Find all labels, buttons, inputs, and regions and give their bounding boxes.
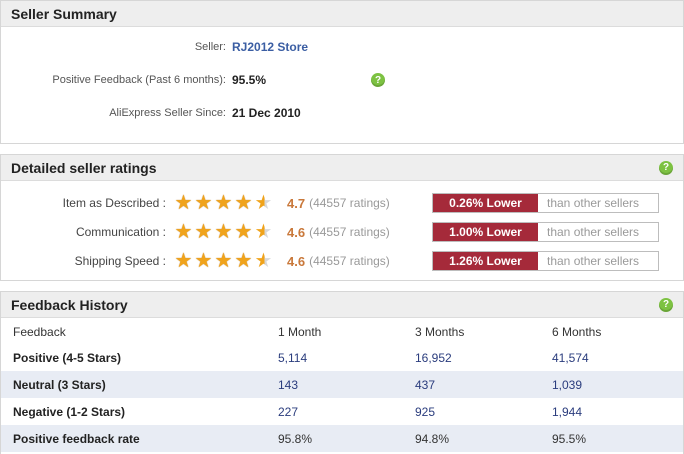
rating-row: Shipping Speed : ★ ★ ★ ★ ★ 4.6 (44557 ratings) 1… [1, 250, 683, 272]
column-header: 6 Months [552, 325, 602, 339]
table-cell[interactable]: 41,574 [552, 350, 589, 365]
column-header: 3 Months [415, 325, 465, 339]
star-icon: ★ [234, 220, 253, 243]
table-row: Negative (1-2 Stars) 227 925 1,944 [1, 398, 683, 425]
comparison-badge: 1.26% Lower [433, 252, 538, 270]
table-header-row: Feedback 1 Month 3 Months 6 Months [1, 320, 683, 344]
rating-label: Shipping Speed : [74, 254, 166, 268]
table-cell[interactable]: 143 [278, 377, 299, 392]
comparison-box: 1.00% Lower than other sellers [432, 222, 659, 242]
table-cell[interactable]: 16,952 [415, 350, 452, 365]
star-icon: ★ [194, 220, 213, 243]
seller-ratings-header: Detailed seller ratings ? [1, 155, 683, 181]
table-cell[interactable]: 5,114 [278, 350, 308, 365]
comparison-box: 1.26% Lower than other sellers [432, 251, 659, 271]
feedback-history-header: Feedback History ? [1, 292, 683, 318]
star-icon: ★ [254, 249, 273, 272]
help-icon[interactable]: ? [659, 297, 673, 312]
positive-feedback-row: Positive Feedback (Past 6 months): 95.5%… [1, 70, 683, 90]
feedback-history-panel: Feedback History ? Feedback 1 Month 3 Mo… [0, 291, 684, 454]
star-icon: ★ [174, 249, 193, 272]
comparison-text: than other sellers [547, 254, 640, 268]
comparison-text: than other sellers [547, 225, 640, 239]
rating-row: Item as Described : ★ ★ ★ ★ ★ 4.7 (44557 rating… [1, 192, 683, 214]
column-header: 1 Month [278, 325, 322, 339]
seller-since-value: 21 Dec 2010 [232, 106, 301, 120]
table-cell[interactable]: 925 [415, 404, 436, 419]
star-icon: ★ [234, 249, 253, 272]
star-icon: ★ [194, 249, 213, 272]
star-icon: ★ [254, 191, 273, 214]
rating-score: 4.6 [287, 253, 306, 269]
table-cell[interactable]: 1,944 [552, 404, 583, 419]
rating-count: (44557 ratings) [309, 196, 390, 210]
star-icon: ★ [254, 220, 273, 243]
feedback-history-title: Feedback History [11, 296, 128, 313]
table-cell: 94.8% [415, 431, 450, 446]
star-icon: ★ [214, 220, 233, 243]
rating-row: Communication : ★ ★ ★ ★ ★ 4.6 (44557 ratings) 1.… [1, 221, 683, 243]
comparison-badge: 0.26% Lower [433, 194, 538, 212]
table-row: Positive (4-5 Stars) 5,114 16,952 41,574 [1, 344, 683, 371]
seller-since-row: AliExpress Seller Since: 21 Dec 2010 [1, 103, 683, 123]
table-cell[interactable]: 1,039 [552, 377, 583, 392]
rating-count: (44557 ratings) [309, 254, 390, 268]
positive-feedback-value: 95.5% [232, 73, 267, 87]
rating-score: 4.6 [287, 224, 306, 240]
row-label: Positive feedback rate [13, 431, 140, 446]
star-icon: ★ [194, 191, 213, 214]
help-icon[interactable]: ? [659, 160, 673, 175]
table-row: Neutral (3 Stars) 143 437 1,039 [1, 371, 683, 398]
rating-score: 4.7 [287, 195, 306, 211]
feedback-table: Feedback 1 Month 3 Months 6 Months Posit… [1, 320, 683, 452]
comparison-text: than other sellers [547, 196, 640, 210]
table-cell[interactable]: 437 [415, 377, 436, 392]
row-label: Neutral (3 Stars) [13, 377, 106, 392]
comparison-badge: 1.00% Lower [433, 223, 538, 241]
seller-summary-title: Seller Summary [11, 5, 117, 22]
rating-label: Item as Described : [62, 196, 166, 210]
table-cell: 95.5% [552, 431, 587, 446]
table-row: Positive feedback rate 95.8% 94.8% 95.5% [1, 425, 683, 452]
star-icon: ★ [214, 249, 233, 272]
seller-since-label: AliExpress Seller Since: [109, 107, 226, 119]
star-icon: ★ [174, 220, 193, 243]
row-label: Positive (4-5 Stars) [13, 350, 122, 365]
seller-name-link[interactable]: RJ2012 Store [232, 40, 309, 54]
seller-summary-header: Seller Summary [1, 1, 683, 27]
star-rating: ★ ★ ★ ★ ★ [174, 191, 273, 214]
positive-feedback-label: Positive Feedback (Past 6 months): [52, 74, 226, 86]
star-rating: ★ ★ ★ ★ ★ [174, 249, 273, 272]
star-rating: ★ ★ ★ ★ ★ [174, 220, 273, 243]
seller-ratings-title: Detailed seller ratings [11, 159, 157, 176]
seller-label: Seller: [194, 41, 226, 53]
rating-count: (44557 ratings) [309, 225, 390, 239]
rating-label: Communication : [75, 225, 166, 239]
table-cell[interactable]: 227 [278, 404, 299, 419]
seller-row: Seller: RJ2012 Store [1, 37, 683, 57]
comparison-box: 0.26% Lower than other sellers [432, 193, 659, 213]
row-label: Negative (1-2 Stars) [13, 404, 126, 419]
star-icon: ★ [234, 191, 253, 214]
table-cell: 95.8% [278, 431, 313, 446]
star-icon: ★ [174, 191, 193, 214]
seller-summary-panel: Seller Summary Seller: RJ2012 Store Posi… [0, 0, 684, 144]
star-icon: ★ [214, 191, 233, 214]
help-icon[interactable]: ? [371, 73, 385, 87]
column-header: Feedback [13, 325, 66, 339]
seller-ratings-panel: Detailed seller ratings ? Item as Descri… [0, 154, 684, 281]
